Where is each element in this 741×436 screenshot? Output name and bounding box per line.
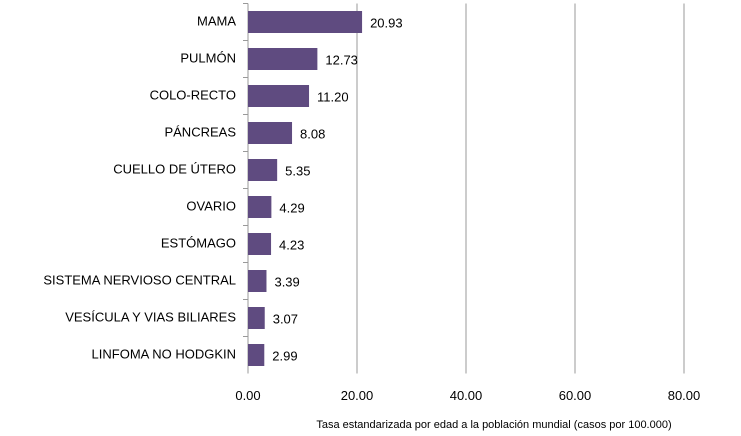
bar (248, 196, 272, 218)
y-tick-label: SISTEMA NERVIOSO CENTRAL (43, 272, 236, 287)
y-tick-label: COLO-RECTO (150, 87, 236, 102)
bar (248, 307, 265, 329)
bar (248, 344, 265, 366)
y-tick-label: LINFOMA NO HODGKIN (92, 346, 236, 361)
y-tick-label: OVARIO (186, 198, 236, 213)
bar (248, 233, 272, 255)
x-tick-label: 20.00 (341, 388, 374, 403)
y-tick-label: PULMÓN (180, 50, 236, 65)
x-tick-label: 80.00 (668, 388, 701, 403)
bar (248, 85, 310, 107)
x-tick-label: 40.00 (450, 388, 483, 403)
value-label: 2.99 (272, 348, 297, 363)
value-label: 3.07 (273, 311, 298, 326)
value-label: 5.35 (285, 163, 310, 178)
value-label: 12.73 (325, 52, 358, 67)
value-label: 11.20 (317, 89, 349, 104)
y-tick-label: CUELLO DE ÚTERO (113, 161, 236, 176)
value-label: 4.23 (279, 237, 304, 252)
y-tick-label: ESTÓMAGO (161, 235, 236, 250)
x-tick-label: 0.00 (235, 388, 260, 403)
y-tick-label: VESÍCULA Y VIAS BILIARES (65, 309, 236, 324)
x-tick-label: 60.00 (559, 388, 592, 403)
y-tick-label: MAMA (197, 13, 236, 28)
y-tick-label: PÁNCREAS (164, 124, 236, 139)
x-axis-label: Tasa estandarizada por edad a la poblaci… (316, 419, 671, 431)
value-label: 4.29 (279, 200, 304, 215)
bar (248, 159, 278, 181)
value-label: 8.08 (300, 126, 325, 141)
value-label: 3.39 (274, 274, 299, 289)
bar (248, 48, 318, 70)
bar (248, 270, 267, 292)
bar (248, 122, 293, 144)
bar (248, 11, 363, 33)
value-label: 20.93 (370, 15, 403, 30)
